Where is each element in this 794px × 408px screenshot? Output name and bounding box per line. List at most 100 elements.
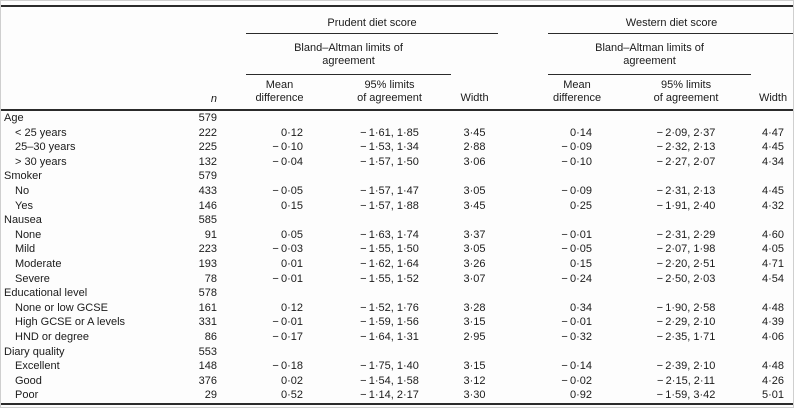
- header-spacer: [1, 74, 159, 111]
- western-95-limits: − 2·35, 1·71: [656, 330, 716, 343]
- n-value: 148: [198, 360, 217, 373]
- column-gap: [498, 272, 548, 287]
- western-mean-difference: − 0·02: [561, 374, 593, 387]
- column-gap: [221, 199, 246, 214]
- section-header-row: Diary quality 553: [1, 345, 793, 360]
- western-95-limits: − 2·29, 2·10: [656, 316, 716, 329]
- western-mean-difference: − 0·09: [561, 184, 593, 197]
- western-mean-difference: 0·14: [570, 126, 593, 139]
- western-width: 4·06: [762, 330, 785, 343]
- subgroup-header-row: Bland–Altman limits of agreement Bland–A…: [1, 33, 793, 75]
- column-gap: [221, 242, 246, 257]
- western-width: 4·39: [762, 316, 785, 329]
- column-gap: [221, 330, 246, 345]
- table-body: Age 579 < 25 years 222 0·12 − 1·61, 1·85 3·45 0…: [1, 110, 793, 405]
- prudent-95-limits: − 1·63, 1·74: [360, 228, 419, 241]
- western-95-limits: [606, 169, 751, 184]
- western-95-limits: − 2·39, 2·10: [656, 360, 716, 373]
- n-value: 29: [159, 388, 221, 405]
- column-gap: [498, 126, 548, 141]
- prudent-95-limits: [313, 345, 451, 360]
- header-spacer: [1, 5, 246, 33]
- n-value: 132: [198, 155, 217, 168]
- row-label: HND or degree: [15, 330, 89, 343]
- row-label: > 30 years: [15, 155, 67, 168]
- western-mean-difference: 0·34: [570, 301, 593, 314]
- western-width: [751, 286, 793, 301]
- column-gap: [221, 359, 246, 374]
- n-value: 193: [198, 257, 217, 270]
- prudent-95-limits: [313, 213, 451, 228]
- data-row: < 25 years 222 0·12 − 1·61, 1·85 3·45 0·14 − 2…: [1, 126, 793, 141]
- prudent-mean-difference: 0·01: [280, 257, 303, 270]
- western-width: 4·47: [762, 126, 785, 139]
- prudent-width: 3·37: [463, 228, 486, 241]
- n-value: 86: [204, 330, 217, 343]
- prudent-width: 3·28: [463, 301, 486, 314]
- prudent-width: 3·15: [463, 360, 486, 373]
- prudent-mean-difference: 0·05: [280, 228, 303, 241]
- western-width: [751, 169, 793, 184]
- prudent-mean-difference: − 0·04: [272, 155, 303, 168]
- n-value: 585: [198, 214, 217, 227]
- column-gap: [221, 169, 246, 184]
- western-width: 4·60: [762, 228, 785, 241]
- prudent-mean-difference: − 0·18: [272, 360, 303, 373]
- column-gap: [221, 155, 246, 170]
- prudent-95-limits: − 1·61, 1·85: [360, 126, 419, 139]
- n-value: 78: [204, 272, 217, 285]
- western-mean-difference-header: Mean difference: [548, 74, 607, 111]
- prudent-mean-difference: [246, 286, 313, 301]
- data-row: 25–30 years 225 − 0·10 − 1·53, 1·34 2·88 − 0·…: [1, 140, 793, 155]
- western-width: [751, 345, 793, 360]
- western-bland-altman-header: Bland–Altman limits of agreement: [548, 33, 752, 75]
- prudent-mean-difference: − 0·03: [272, 243, 303, 256]
- row-label: Diary quality: [4, 345, 65, 358]
- data-row: Moderate 193 0·01 − 1·62, 1·64 3·26 0·15 − 2·2…: [1, 257, 793, 272]
- n-value: 331: [198, 316, 217, 329]
- column-gap: [498, 155, 548, 170]
- n-column-header: n: [159, 74, 221, 111]
- prudent-mean-difference: [246, 345, 313, 360]
- prudent-95-limits: − 1·64, 1·31: [360, 330, 419, 343]
- western-width: 4·05: [762, 243, 785, 256]
- prudent-mean-difference: − 0·17: [272, 330, 303, 343]
- column-gap: [221, 315, 246, 330]
- western-95-limits: − 2·32, 2·13: [656, 141, 716, 154]
- western-mean-difference: 0·15: [570, 257, 593, 270]
- row-label: Smoker: [4, 170, 42, 183]
- data-row: Yes 146 0·15 − 1·57, 1·88 3·45 0·25 − 1·91, 2·…: [1, 199, 793, 214]
- western-mean-difference: 0·92: [548, 388, 607, 405]
- column-gap: [221, 228, 246, 243]
- western-group-header: Western diet score: [548, 5, 793, 34]
- n-value: 579: [198, 112, 217, 124]
- header-spacer: [451, 33, 498, 74]
- column-gap: [498, 213, 548, 228]
- prudent-width-header: Width: [451, 74, 499, 111]
- column-gap: [221, 126, 246, 141]
- n-value: 376: [198, 374, 217, 387]
- western-mean-difference: [548, 110, 606, 126]
- column-gap: [498, 242, 548, 257]
- row-label: Nausea: [4, 214, 42, 227]
- western-95-limits: [606, 345, 751, 360]
- prudent-95-limits: − 1·52, 1·76: [360, 301, 419, 314]
- western-95-limits: − 1·91, 2·40: [656, 199, 716, 212]
- column-gap: [498, 5, 549, 33]
- prudent-95-limits: − 1·57, 1·88: [360, 199, 419, 212]
- row-label: High GCSE or A levels: [15, 316, 126, 329]
- prudent-width: 3·06: [463, 155, 486, 168]
- western-95-limits: − 2·31, 2·13: [656, 184, 716, 197]
- n-value: 433: [198, 184, 217, 197]
- n-value: 578: [198, 287, 217, 300]
- n-value: 553: [198, 345, 217, 358]
- western-width-header: Width: [751, 74, 793, 111]
- column-gap: [221, 110, 246, 126]
- prudent-width: 3·45: [463, 199, 486, 212]
- column-gap: [221, 213, 246, 228]
- prudent-95-limits: [313, 286, 451, 301]
- data-row: Good 376 0·02 − 1·54, 1·58 3·12 − 0·02 − 2·15,…: [1, 374, 793, 389]
- prudent-95-limits: [313, 169, 451, 184]
- prudent-95-limits: [313, 110, 451, 126]
